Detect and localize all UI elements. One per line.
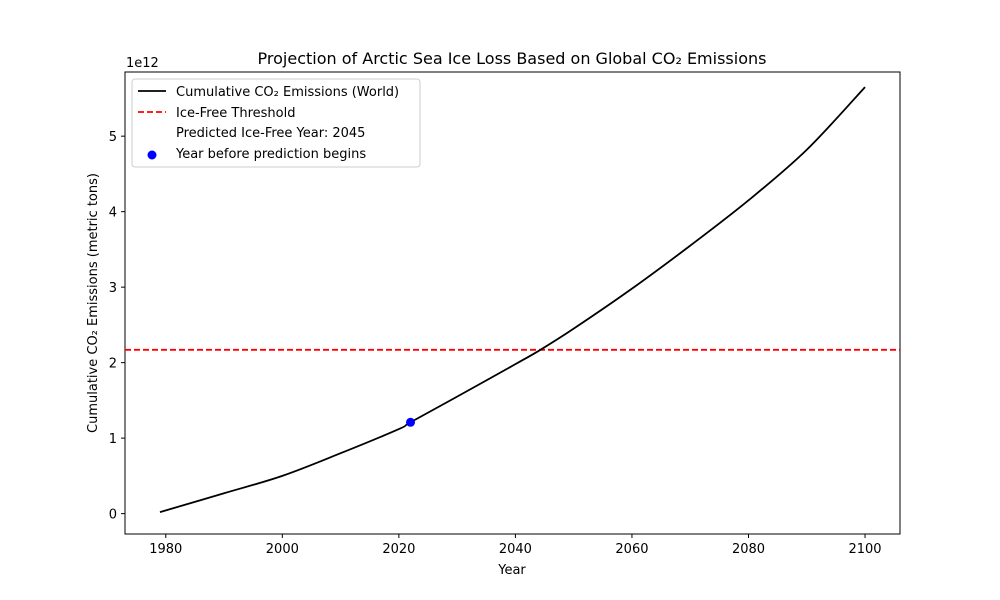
prediction-start-point [406,417,416,427]
y-tick-label: 4 [109,206,117,221]
y-tick-label: 2 [109,357,117,372]
x-axis-ticks: 1980 2000 2020 2040 2060 2080 2100 [149,534,882,557]
x-axis-label: Year [497,563,526,578]
y-tick-label: 0 [109,508,117,523]
x-tick-label: 2000 [266,542,299,557]
emissions-line [159,86,866,513]
x-tick-label: 2060 [615,542,648,557]
legend: Cumulative CO₂ Emissions (World) Ice-Fre… [131,78,421,168]
legend-label-emissions: Cumulative CO₂ Emissions (World) [176,85,399,100]
legend-label-prediction-marker: Year before prediction begins [175,147,366,162]
y-offset-label: 1e12 [126,56,159,71]
y-tick-label: 3 [109,281,117,296]
legend-label-ice-free-year: Predicted Ice-Free Year: 2045 [176,126,365,141]
x-tick-label: 2080 [732,542,765,557]
series-marks [125,86,900,513]
y-tick-label: 1 [109,432,117,447]
chart-title: Projection of Arctic Sea Ice Loss Based … [258,49,767,68]
y-tick-label: 5 [109,130,117,145]
x-tick-label: 2100 [848,542,881,557]
legend-swatch-prediction-marker [147,150,157,160]
x-tick-label: 2040 [499,542,532,557]
legend-label-threshold: Ice-Free Threshold [176,106,295,121]
legend-box [131,78,421,168]
y-axis-ticks: 0 1 2 3 4 5 [109,130,125,523]
x-tick-label: 1980 [149,542,182,557]
y-axis-label: Cumulative CO₂ Emissions (metric tons) [86,173,101,433]
x-tick-label: 2020 [382,542,415,557]
